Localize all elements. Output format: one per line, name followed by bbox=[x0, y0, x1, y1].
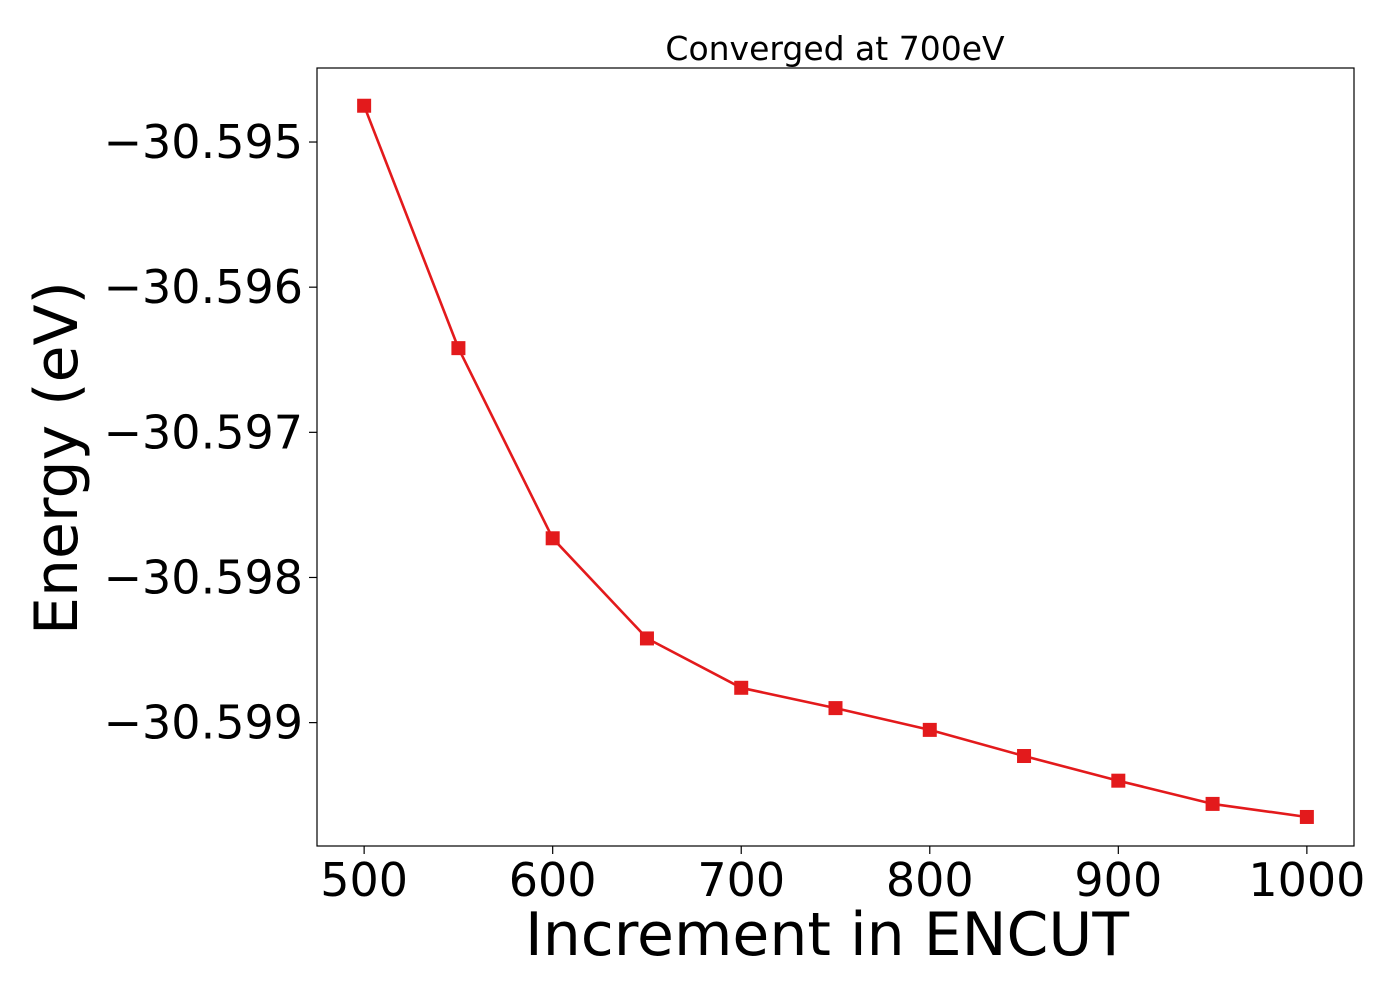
data-point-marker bbox=[1111, 773, 1126, 788]
x-tick-label: 500 bbox=[320, 853, 408, 907]
data-point-marker bbox=[545, 531, 560, 546]
data-point-marker bbox=[639, 631, 654, 646]
data-point-marker bbox=[922, 722, 937, 737]
y-tick-label: −30.595 bbox=[104, 115, 304, 169]
plot-frame bbox=[316, 67, 1355, 847]
x-tick-label: 1000 bbox=[1248, 853, 1365, 907]
data-point-marker bbox=[828, 701, 843, 716]
y-axis-label: Energy (eV) bbox=[22, 281, 92, 635]
x-tick-label: 800 bbox=[886, 853, 974, 907]
x-tick-label: 900 bbox=[1074, 853, 1162, 907]
y-tick-label: −30.598 bbox=[104, 550, 304, 604]
y-tick-label: −30.597 bbox=[104, 405, 304, 459]
data-point-marker bbox=[357, 98, 372, 113]
x-axis-ticks: 500 600 700 800 900 1000 bbox=[320, 846, 1365, 907]
data-point-marker bbox=[1017, 749, 1032, 764]
data-point-marker bbox=[451, 341, 466, 356]
x-axis-label: Increment in ENCUT bbox=[525, 900, 1129, 970]
data-point-marker bbox=[1299, 809, 1314, 824]
data-point-marker bbox=[734, 680, 749, 695]
y-tick-label: −30.596 bbox=[104, 260, 304, 314]
y-axis-ticks: −30.595 −30.596 −30.597 −30.598 −30.599 bbox=[104, 115, 317, 750]
series-layer bbox=[357, 98, 1314, 824]
y-tick-label: −30.599 bbox=[104, 696, 304, 750]
x-tick-label: 600 bbox=[509, 853, 597, 907]
chart-title: Converged at 700eV bbox=[665, 29, 1005, 68]
data-point-marker bbox=[1205, 796, 1220, 811]
x-tick-label: 700 bbox=[697, 853, 785, 907]
